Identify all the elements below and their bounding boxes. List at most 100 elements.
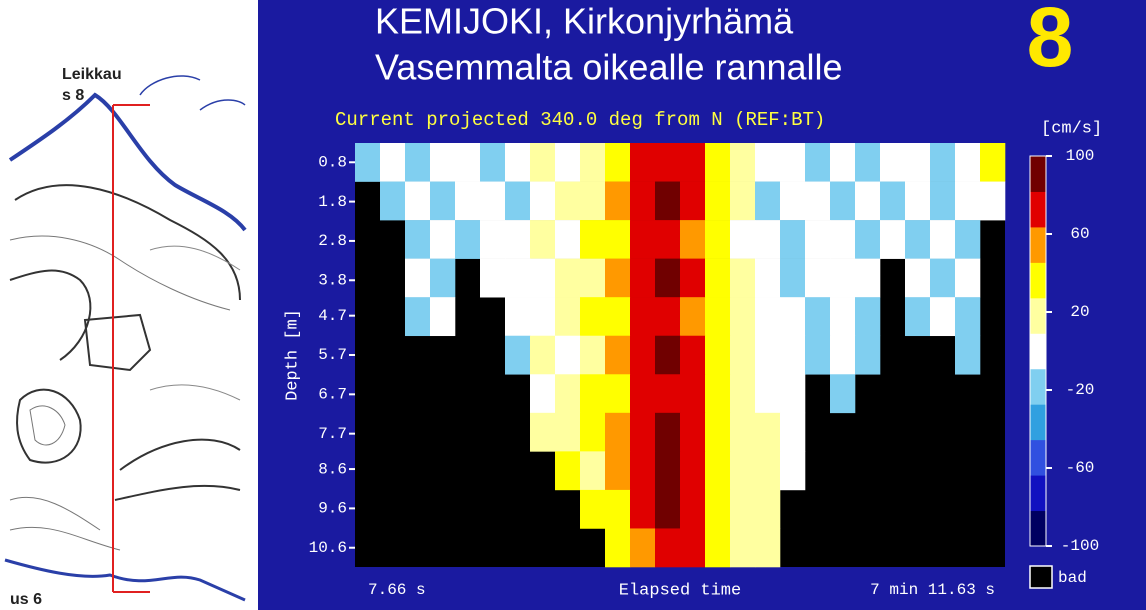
heatmap-cell [405, 297, 430, 336]
colorbar-tick-label: -20 [1066, 381, 1095, 399]
panel-number: 8 [1027, 0, 1074, 84]
heatmap-cell [505, 143, 530, 182]
colorbar-segment [1030, 404, 1046, 440]
heatmap-cell [755, 336, 780, 375]
heatmap-cell [430, 220, 455, 259]
heatmap-cell [905, 297, 930, 336]
heatmap-cell [930, 297, 955, 336]
heatmap-cell [830, 182, 855, 221]
y-tick-label: 9.6 [318, 500, 347, 518]
heatmap-cell [655, 374, 680, 413]
heatmap-cell [655, 143, 680, 182]
bad-label: bad [1058, 569, 1087, 587]
heatmap-cell [905, 182, 930, 221]
heatmap-cell [405, 143, 430, 182]
heatmap-cell [555, 374, 580, 413]
heatmap-cell [430, 143, 455, 182]
heatmap-cell [555, 297, 580, 336]
heatmap-cell [555, 259, 580, 298]
y-axis-title: Depth [m] [283, 309, 302, 401]
heatmap-cell [705, 451, 730, 490]
colorbar-segment [1030, 262, 1046, 298]
heatmap-cell [405, 259, 430, 298]
heatmap-cell [580, 413, 605, 452]
heatmap-cell [705, 143, 730, 182]
map: Leikkau s 8 us 6 [0, 0, 250, 610]
heatmap-cell [730, 336, 755, 375]
heatmap-cell [555, 220, 580, 259]
heatmap-cell [405, 182, 430, 221]
heatmap-cell [580, 182, 605, 221]
heatmap-cell [530, 182, 555, 221]
heatmap-cell [655, 451, 680, 490]
heatmap-cell [755, 528, 780, 567]
heatmap-cell [605, 297, 630, 336]
heatmap-cell [655, 259, 680, 298]
heatmap-cell [930, 143, 955, 182]
heatmap-cell [655, 220, 680, 259]
colorbar-segment [1030, 191, 1046, 227]
heatmap-cell [605, 374, 630, 413]
heatmap-cell [855, 220, 880, 259]
heatmap-cell [380, 143, 405, 182]
heatmap-cell [530, 297, 555, 336]
heatmap-cell [505, 336, 530, 375]
colorbar-segment [1030, 511, 1046, 547]
heatmap-cell [555, 182, 580, 221]
heatmap-cell [580, 259, 605, 298]
heatmap-cell [655, 297, 680, 336]
colorbar-tick-label: 100 [1066, 147, 1095, 165]
colorbar-label: [cm/s] [1041, 119, 1102, 138]
heatmap-cell [655, 528, 680, 567]
heatmap-cell [730, 374, 755, 413]
heatmap-cell [930, 259, 955, 298]
heatmap-cell [730, 413, 755, 452]
heatmap-cell [530, 374, 555, 413]
heatmap-cell [680, 182, 705, 221]
subtitle: Current projected 340.0 deg from N (REF:… [335, 109, 825, 131]
heatmap-cell [730, 220, 755, 259]
heatmap-cell [605, 528, 630, 567]
heatmap-cell [480, 220, 505, 259]
heatmap-cell [680, 297, 705, 336]
heatmap-cell [855, 297, 880, 336]
heatmap-cell [630, 490, 655, 529]
heatmap-cell [605, 259, 630, 298]
heatmap-cell [730, 528, 755, 567]
heatmap-cell [655, 413, 680, 452]
heatmap-cell [730, 451, 755, 490]
x-end-label: 7 min 11.63 s [870, 581, 995, 599]
heatmap-cell [755, 259, 780, 298]
heatmap-cell [630, 451, 655, 490]
colorbar-tick-label: 60 [1070, 225, 1089, 243]
heatmap-cell [930, 182, 955, 221]
page: Leikkau s 8 us 6 KEMIJOKI, Kirkonjyrhämä… [0, 0, 1146, 610]
heatmap-cell [555, 451, 580, 490]
y-tick-label: 5.7 [318, 346, 347, 364]
heatmap-cell [530, 259, 555, 298]
heatmap-cell [905, 143, 930, 182]
heatmap-cell [630, 528, 655, 567]
heatmap-cell [680, 490, 705, 529]
heatmap-cell [680, 143, 705, 182]
y-tick-label: 10.6 [309, 539, 347, 557]
heatmap-cell [705, 336, 730, 375]
y-tick-label: 4.7 [318, 307, 347, 325]
heatmap-cell [655, 490, 680, 529]
heatmap-cell [930, 220, 955, 259]
heatmap-cell [830, 220, 855, 259]
heatmap-cell [680, 220, 705, 259]
y-tick-label: 0.8 [318, 153, 347, 171]
heatmap-cell [480, 259, 505, 298]
heatmap-cell [780, 297, 805, 336]
heatmap-cell [755, 374, 780, 413]
heatmap-cell [580, 490, 605, 529]
heatmap-cell [630, 259, 655, 298]
heatmap-cell [955, 336, 980, 375]
heatmap-cell [630, 143, 655, 182]
heatmap-cell [955, 143, 980, 182]
y-tick-label: 8.6 [318, 460, 347, 478]
heatmap-cell [730, 297, 755, 336]
heatmap-cell [630, 182, 655, 221]
heatmap-cell [830, 336, 855, 375]
